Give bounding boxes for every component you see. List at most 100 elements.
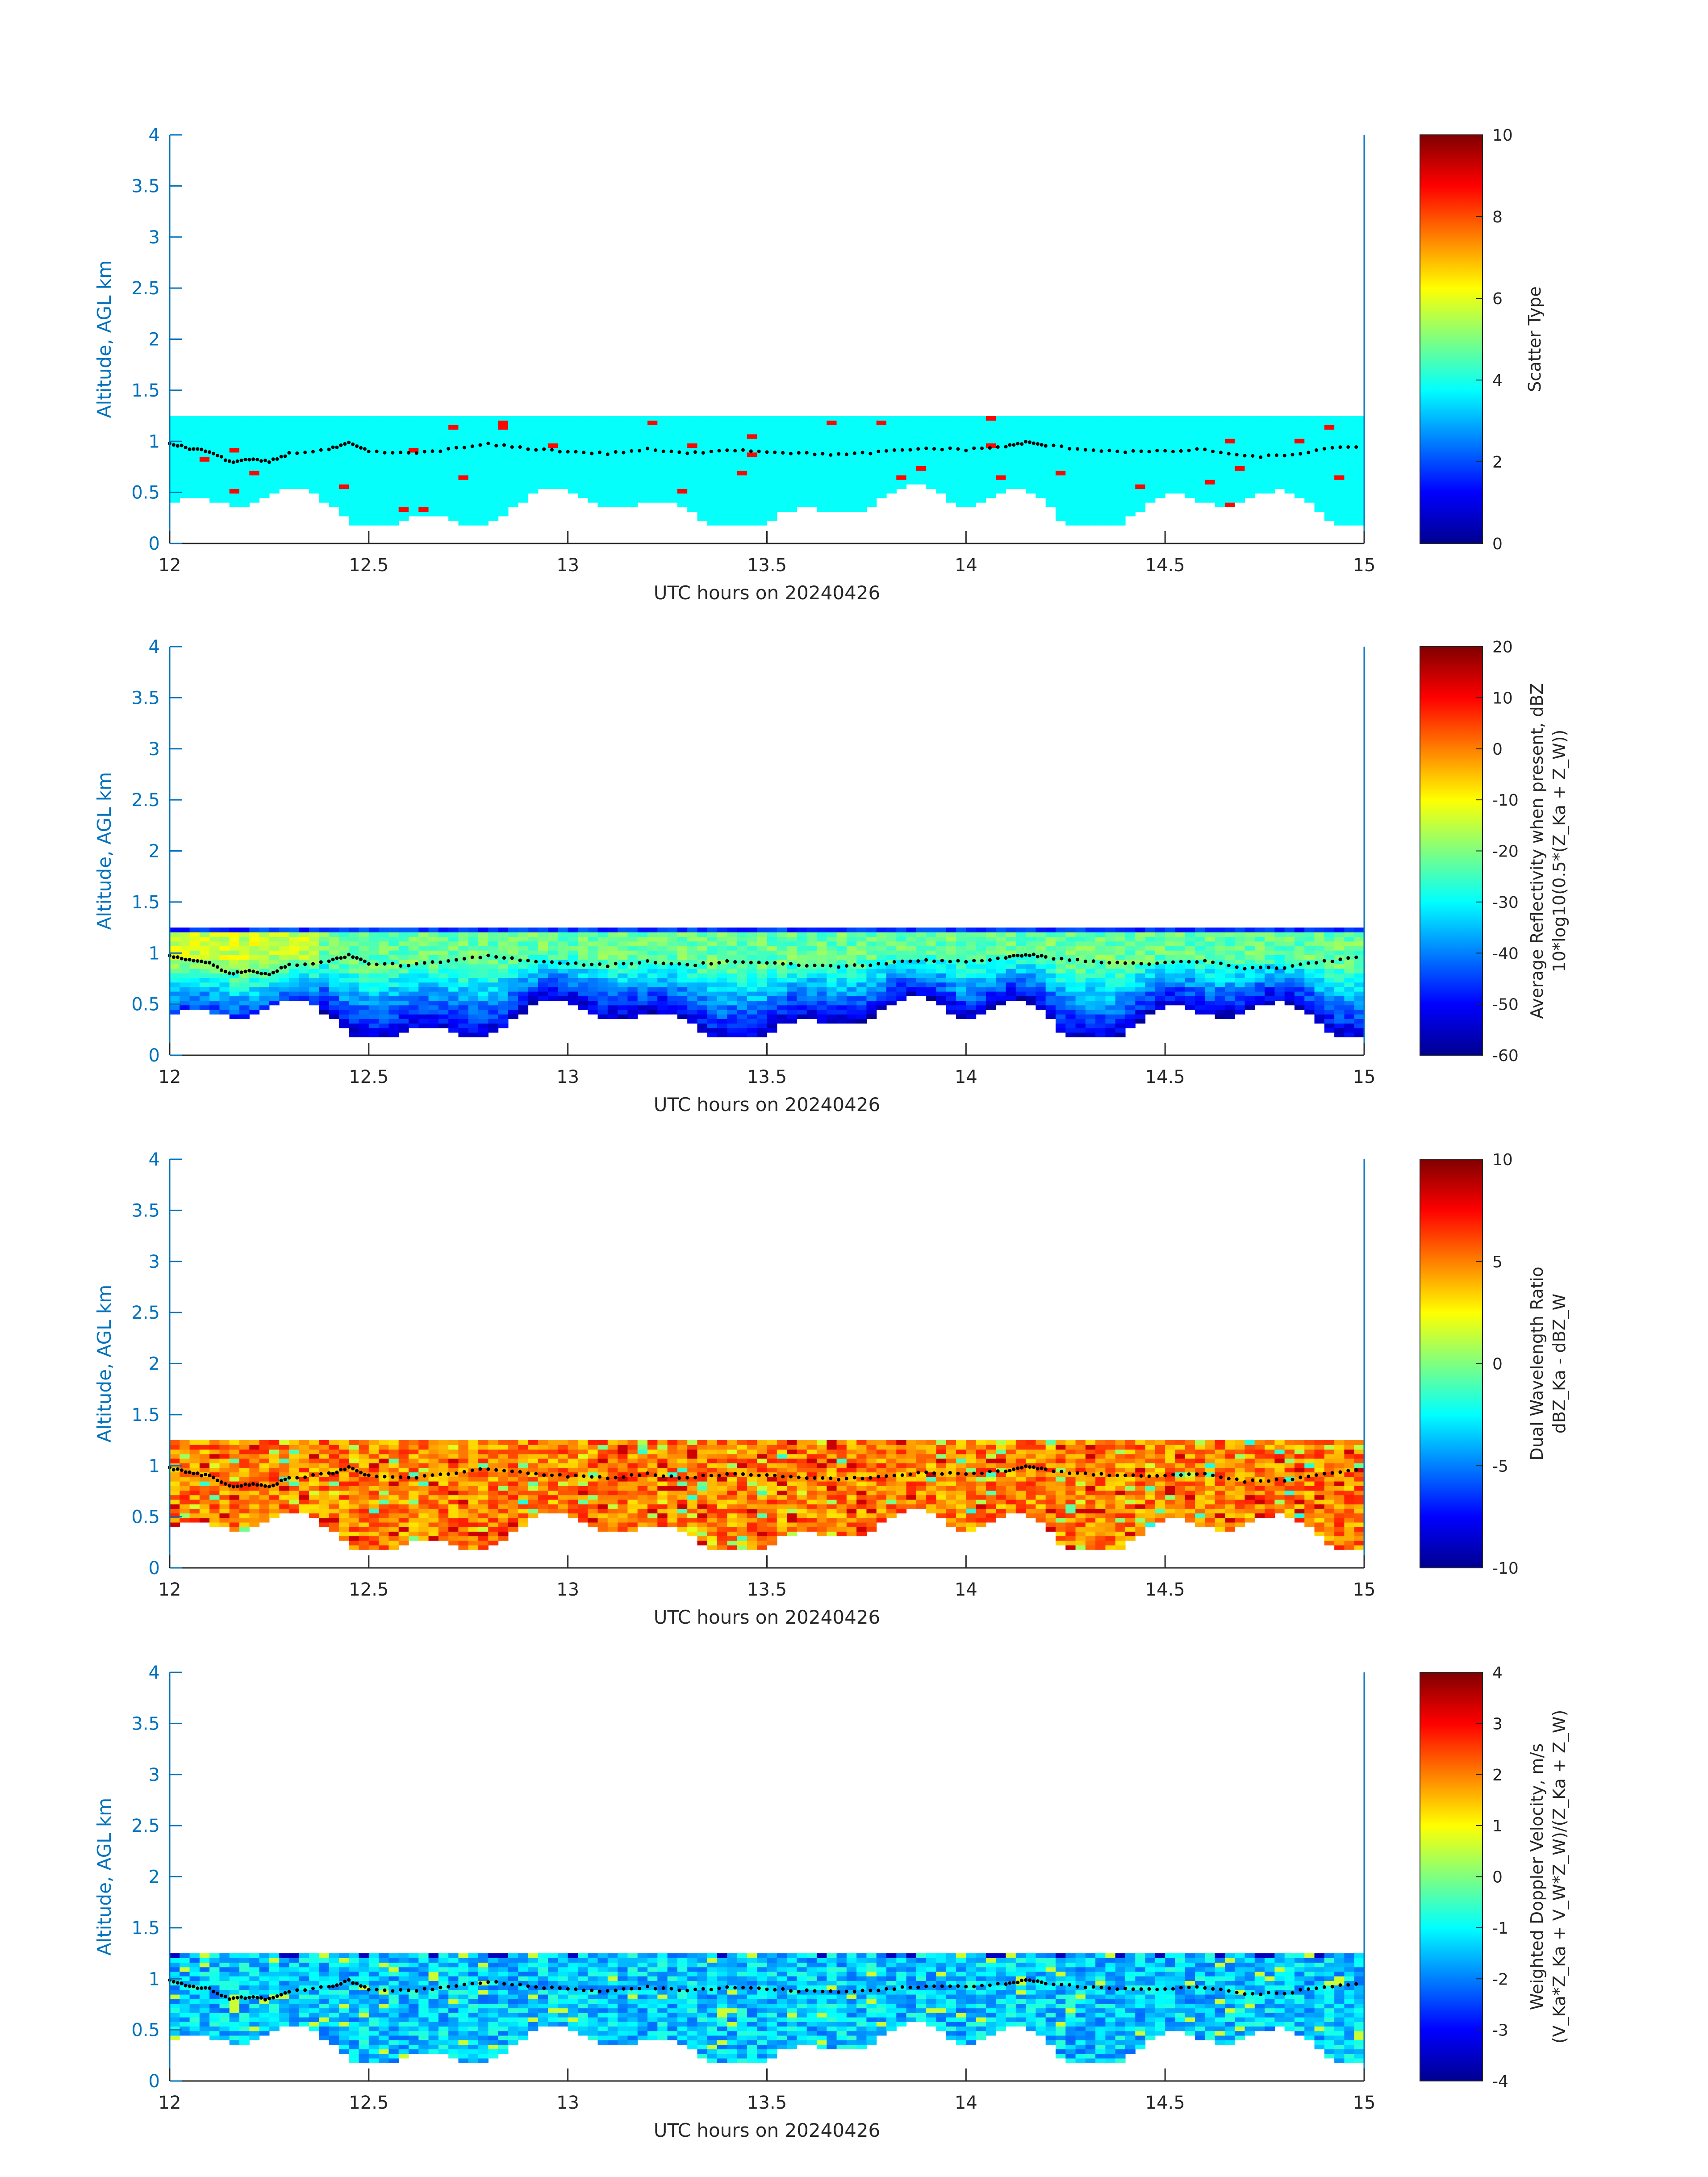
heatmap-cell [528, 429, 539, 435]
heatmap-cell [338, 507, 349, 512]
heatmap-cell [1045, 452, 1056, 457]
heatmap-cell [577, 991, 588, 996]
cloud-base-dot [900, 448, 904, 452]
heatmap-cell [1235, 945, 1245, 951]
heatmap-cell [359, 475, 369, 480]
heatmap-cell [349, 1005, 359, 1010]
heatmap-cell [1105, 434, 1116, 439]
heatmap-cell [219, 936, 230, 942]
heatmap-cell [249, 936, 260, 942]
heatmap-cell [936, 443, 947, 448]
cloud-base-dot [1040, 443, 1044, 447]
cloud-base-dot [351, 442, 355, 446]
heatmap-cell [727, 1014, 738, 1019]
heatmap-cell [538, 439, 548, 443]
heatmap-cell [498, 507, 509, 512]
heatmap-cell [1115, 1028, 1126, 1033]
heatmap-cell [1105, 470, 1116, 476]
heatmap-cell [568, 425, 578, 430]
heatmap-cell [597, 502, 608, 507]
heatmap-cell [1036, 480, 1046, 485]
heatmap-cell [1235, 978, 1245, 983]
heatmap-cell [379, 502, 389, 507]
heatmap-cell [498, 456, 509, 462]
cloud-base-dot [383, 451, 387, 455]
heatmap-cell [338, 936, 349, 942]
heatmap-cell [1006, 986, 1016, 992]
heatmap-cell [866, 475, 877, 480]
heatmap-cell [180, 1000, 190, 1006]
heatmap-cell [1274, 959, 1285, 965]
heatmap-cell [647, 959, 658, 965]
heatmap-cell [359, 497, 369, 503]
heatmap-cell [1105, 996, 1116, 1001]
heatmap-cell [787, 420, 797, 426]
heatmap-cell [1085, 986, 1096, 992]
cloud-base-dot [184, 446, 188, 450]
heatmap-cell [936, 425, 947, 430]
heatmap-cell [1095, 516, 1106, 521]
heatmap-cell [956, 416, 966, 421]
heatmap-cell [806, 1009, 817, 1015]
heatmap-cell [1165, 982, 1176, 987]
heatmap-cell [886, 973, 897, 978]
heatmap-cell [438, 497, 449, 503]
heatmap-cell [249, 928, 260, 932]
heatmap-cell [1215, 955, 1225, 960]
y-tick-label: 3 [149, 227, 160, 248]
heatmap-cell [1274, 955, 1285, 960]
heatmap-cell [349, 950, 359, 955]
heatmap-cell [577, 447, 588, 453]
heatmap-cell [717, 978, 727, 983]
heatmap-cell [996, 986, 1006, 992]
heatmap-cell [189, 470, 200, 476]
heatmap-cell [329, 1014, 339, 1019]
heatmap-cell [976, 439, 986, 443]
heatmap-cell [1125, 945, 1136, 951]
heatmap-cell [1045, 447, 1056, 453]
heatmap-cell [976, 964, 986, 969]
heatmap-cell [319, 425, 330, 430]
heatmap-cell [458, 466, 469, 471]
heatmap-cell [229, 955, 240, 960]
heatmap-cell [269, 959, 280, 965]
heatmap-cell [528, 986, 539, 992]
cloud-base-dot [877, 449, 881, 453]
heatmap-cell [747, 516, 757, 521]
heatmap-cell [349, 982, 359, 987]
heatmap-cell [528, 475, 539, 480]
heatmap-cell [329, 964, 339, 969]
heatmap-cell [816, 941, 827, 946]
heatmap-cell [259, 950, 270, 955]
heatmap-cell [1195, 461, 1205, 466]
heatmap-cell [926, 475, 937, 480]
heatmap-cell [866, 978, 877, 983]
heatmap-cell [1265, 932, 1275, 937]
heatmap-cell [239, 484, 250, 489]
heatmap-cell [1075, 452, 1086, 457]
heatmap-cell [618, 470, 628, 476]
heatmap-cell [568, 955, 578, 960]
heatmap-cell [558, 978, 568, 983]
heatmap-cell [647, 936, 658, 942]
heatmap-cell [946, 489, 956, 494]
heatmap-cell [1195, 982, 1205, 987]
heatmap-cell [767, 493, 777, 498]
heatmap-cell [767, 991, 777, 996]
heatmap-cell [876, 443, 887, 448]
heatmap-cell [1095, 932, 1106, 937]
heatmap-cell [1085, 928, 1096, 932]
heatmap-cell [1175, 452, 1186, 457]
heatmap-cell [856, 1009, 867, 1015]
heatmap-cell [478, 950, 489, 955]
heatmap-cell [647, 973, 658, 978]
heatmap-cell [767, 425, 777, 430]
heatmap-cell [209, 955, 220, 960]
heatmap-cell [379, 429, 389, 435]
heatmap-cell [409, 493, 419, 498]
heatmap-cell [787, 941, 797, 946]
heatmap-cell [806, 968, 817, 974]
heatmap-cell [398, 955, 409, 960]
heatmap-cell [737, 1014, 748, 1019]
heatmap-cell [329, 489, 339, 494]
